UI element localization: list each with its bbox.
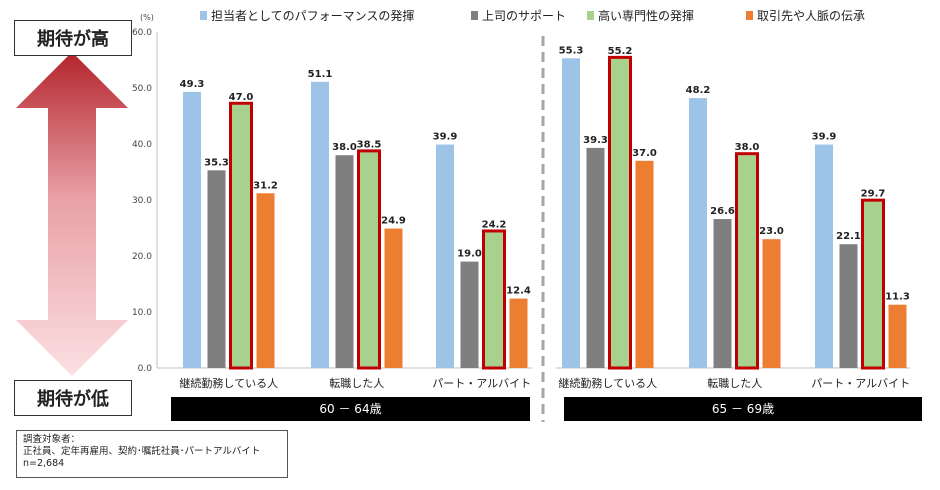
y-tick-label: 10.0	[132, 308, 152, 318]
data-label: 37.0	[632, 148, 657, 159]
data-label: 12.4	[506, 286, 531, 297]
legend-label: 取引先や人脈の伝承	[757, 9, 865, 23]
bar	[586, 147, 605, 368]
category-label: パート・アルバイト	[811, 377, 910, 390]
bar	[207, 170, 226, 368]
y-tick-label: 0.0	[138, 364, 153, 374]
expectation-arrow-shape	[16, 52, 128, 376]
category-label: パート・アルバイト	[432, 377, 531, 390]
data-label: 29.7	[861, 189, 886, 200]
data-label: 39.9	[812, 132, 837, 143]
highlight-border	[735, 152, 759, 370]
legend-swatch	[471, 11, 478, 20]
data-label: 11.3	[885, 292, 910, 303]
note-line-3: n=2,684	[23, 458, 65, 469]
highlight-border	[482, 229, 506, 370]
note-line-2: 正社員、定年再雇用、契約･嘱託社員･パートアルバイト	[23, 446, 261, 457]
note-line-1: 調査対象者：	[23, 434, 81, 445]
data-label: 26.6	[710, 206, 735, 217]
highlight-border	[357, 149, 381, 370]
legend-label: 上司のサポート	[482, 9, 566, 23]
legend-label: 高い専門性の発揮	[598, 8, 694, 23]
bar	[335, 155, 354, 368]
data-label: 23.0	[759, 226, 784, 237]
highlight-border	[608, 55, 632, 370]
data-label: 49.3	[180, 79, 205, 90]
data-label: 31.2	[253, 180, 278, 191]
expectation-low-label: 期待が低	[14, 380, 132, 416]
data-label: 39.9	[433, 132, 458, 143]
y-unit-label: (%)	[140, 13, 154, 22]
bar	[232, 104, 250, 369]
data-label: 51.1	[308, 69, 333, 80]
bar	[384, 228, 403, 368]
bar	[485, 232, 503, 368]
bar	[611, 58, 629, 368]
bar	[839, 244, 858, 368]
bar	[762, 239, 781, 368]
expectation-arrow	[16, 52, 128, 376]
data-label: 38.5	[357, 139, 382, 150]
age-group-label: 60 － 64歳	[319, 402, 381, 416]
data-label: 39.3	[583, 135, 608, 146]
bar	[311, 81, 329, 368]
legend-swatch	[200, 11, 207, 20]
category-label: 継続勤務している人	[179, 376, 278, 390]
category-label: 転職した人	[707, 377, 762, 390]
y-tick-label: 50.0	[132, 84, 152, 94]
data-label: 47.0	[229, 92, 254, 103]
highlight-border	[229, 101, 253, 370]
bar	[689, 98, 707, 368]
legend-label: 担当者としてのパフォーマンスの発揮	[211, 9, 414, 23]
legend-swatch	[746, 11, 753, 20]
bar	[815, 144, 833, 368]
data-label: 55.3	[559, 45, 584, 56]
bar	[562, 58, 580, 368]
category-label: 転職した人	[329, 377, 384, 390]
age-group-label: 65 － 69歳	[712, 402, 774, 416]
bar	[436, 144, 454, 368]
bar	[635, 160, 654, 368]
bar	[509, 298, 528, 368]
data-label: 38.0	[735, 142, 760, 153]
bar	[864, 201, 882, 368]
data-label: 24.2	[482, 219, 507, 230]
bar	[888, 304, 907, 368]
data-label: 22.1	[836, 231, 861, 242]
y-tick-label: 40.0	[132, 140, 152, 150]
age-group-bar	[171, 397, 530, 421]
bar	[713, 219, 732, 368]
category-label: 継続勤務している人	[558, 376, 657, 390]
bar	[738, 155, 756, 368]
bar	[256, 193, 275, 368]
y-tick-label: 60.0	[132, 28, 152, 38]
y-tick-label: 20.0	[132, 252, 152, 262]
survey-note: 調査対象者： 正社員、定年再雇用、契約･嘱託社員･パートアルバイト n=2,68…	[16, 430, 288, 478]
data-label: 55.2	[608, 46, 633, 57]
data-label: 19.0	[457, 249, 482, 260]
data-label: 48.2	[686, 85, 711, 96]
bar	[360, 152, 378, 368]
bar-chart: (%) 0.0 10.0 20.0 30.0 40.0 50.0 60.0 担当者としてのパフォ…	[132, 8, 922, 422]
data-label: 24.9	[381, 216, 406, 227]
data-label: 38.0	[332, 142, 357, 153]
expectation-high-label: 期待が高	[14, 20, 132, 56]
highlight-border	[861, 198, 885, 370]
legend-swatch	[587, 11, 594, 20]
bar	[460, 261, 479, 368]
y-tick-label: 30.0	[132, 196, 152, 206]
age-group-bar	[564, 397, 922, 421]
data-label: 35.3	[204, 157, 229, 168]
bar	[183, 91, 201, 369]
